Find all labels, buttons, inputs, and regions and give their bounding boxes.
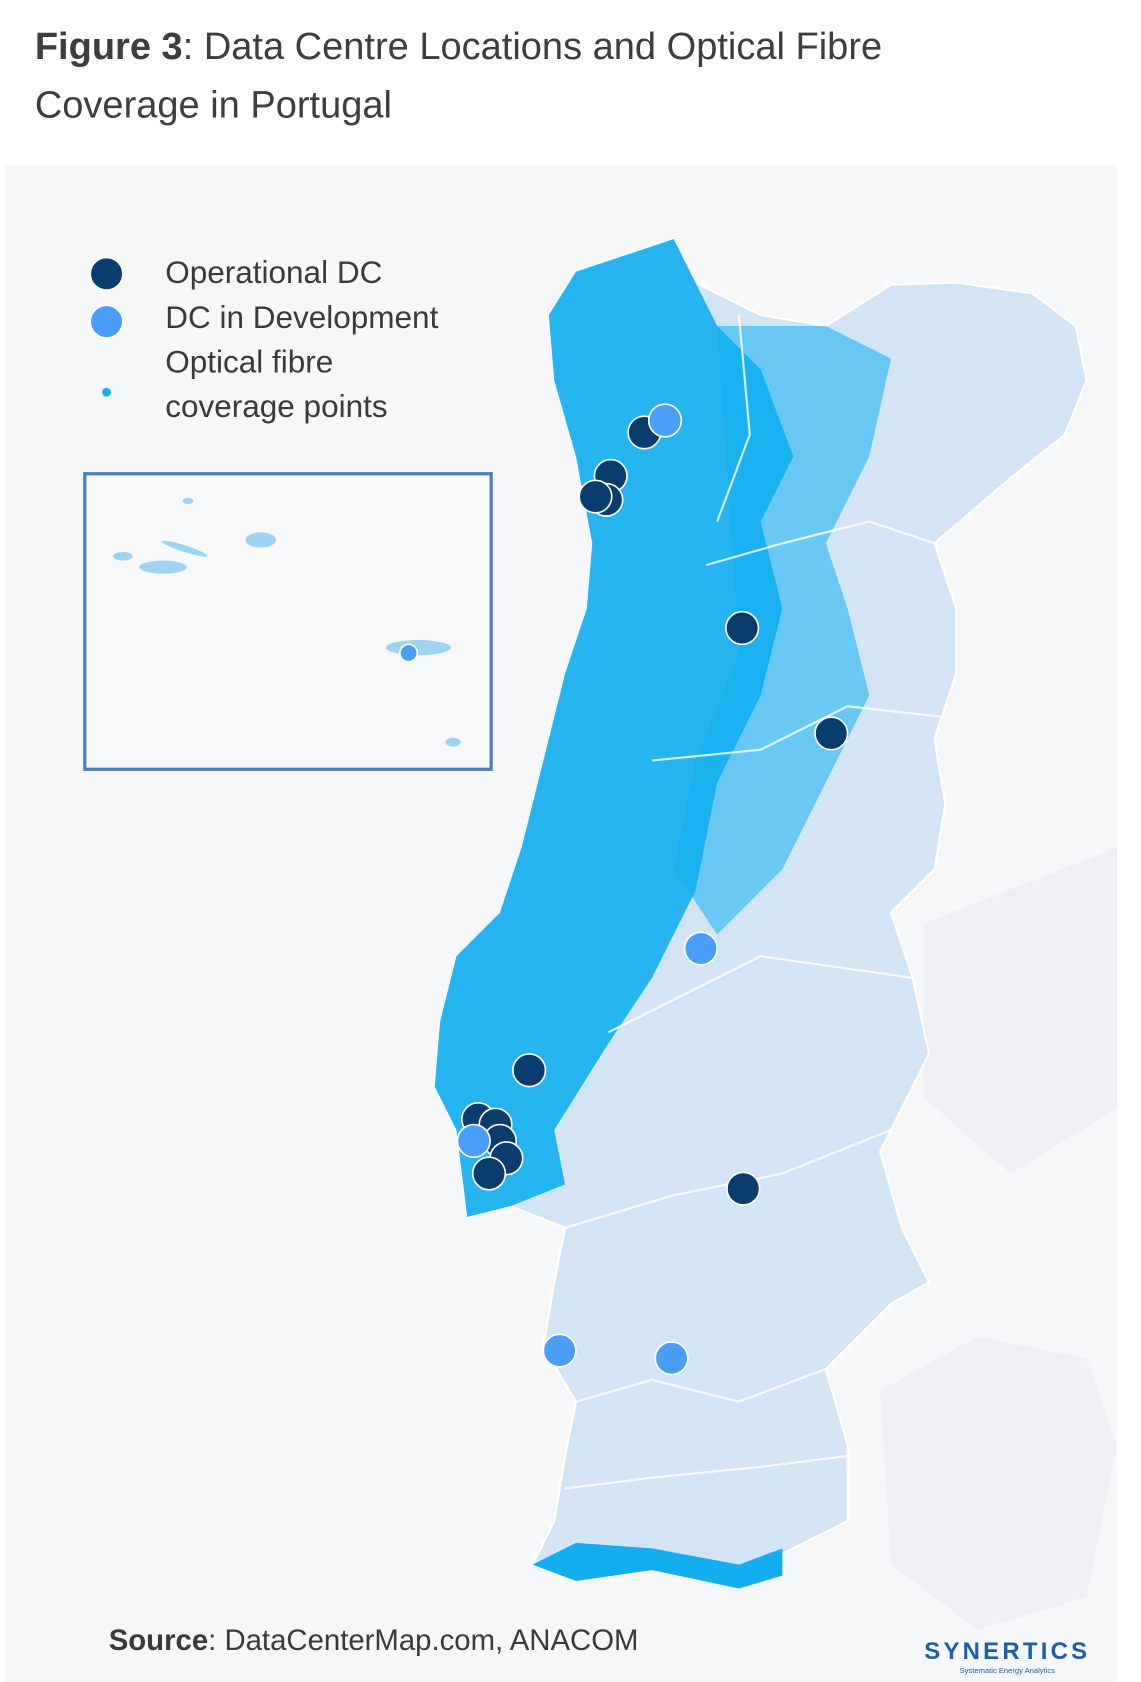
legend-label: coverage points [165, 388, 387, 424]
operational-dc-marker [726, 1171, 761, 1206]
title-line: Coverage in Portugal [35, 85, 392, 127]
legend-swatch [89, 256, 124, 291]
operational-dc-marker [578, 479, 613, 514]
legend-label: Operational DC [165, 254, 382, 290]
azores-inset [83, 472, 493, 771]
legend-label: Optical fibre [165, 343, 333, 379]
dc-development-marker [683, 931, 719, 966]
islands [113, 497, 461, 747]
source-line: Source: DataCenterMap.com, ANACOM [109, 1624, 639, 1657]
legend: Operational DC DC in Development Optical… [89, 254, 439, 424]
dc-development-marker [399, 643, 419, 663]
operational-dc-marker [814, 716, 849, 751]
figure-label: Figure 3 [35, 26, 183, 68]
development-dc-markers [456, 403, 719, 1376]
operational-dc-marker [725, 610, 760, 646]
legend-swatch [102, 387, 111, 397]
dc-development-marker [456, 1123, 491, 1159]
brand: SYNERTICS [924, 1638, 1090, 1665]
source-label: Source [109, 1624, 208, 1657]
operational-dc-marker [512, 1053, 547, 1088]
decor-hexagon [923, 847, 1118, 1174]
title-line: Figure 3: Data Centre Locations and Opti… [35, 26, 882, 68]
source-text: : DataCenterMap.com, ANACOM [208, 1624, 638, 1657]
dc-development-marker [654, 1341, 689, 1376]
operational-dc-marker [471, 1156, 507, 1191]
dc-development-marker [647, 403, 683, 438]
fibre-coverage [673, 325, 892, 935]
dc-development-marker [542, 1333, 577, 1368]
operational-dc-markers [461, 415, 849, 1206]
legend-label: DC in Development [165, 299, 438, 335]
brand-tagline: Systematic Energy Analytics [960, 1666, 1056, 1675]
decor-hexagon [880, 1336, 1118, 1630]
legend-swatch [89, 304, 124, 339]
region-borders [564, 315, 946, 1490]
fibre-coverage [532, 1542, 783, 1589]
title-text: : Data Centre Locations and Optical Fibr… [183, 26, 882, 68]
fibre-coverage [434, 239, 794, 1217]
